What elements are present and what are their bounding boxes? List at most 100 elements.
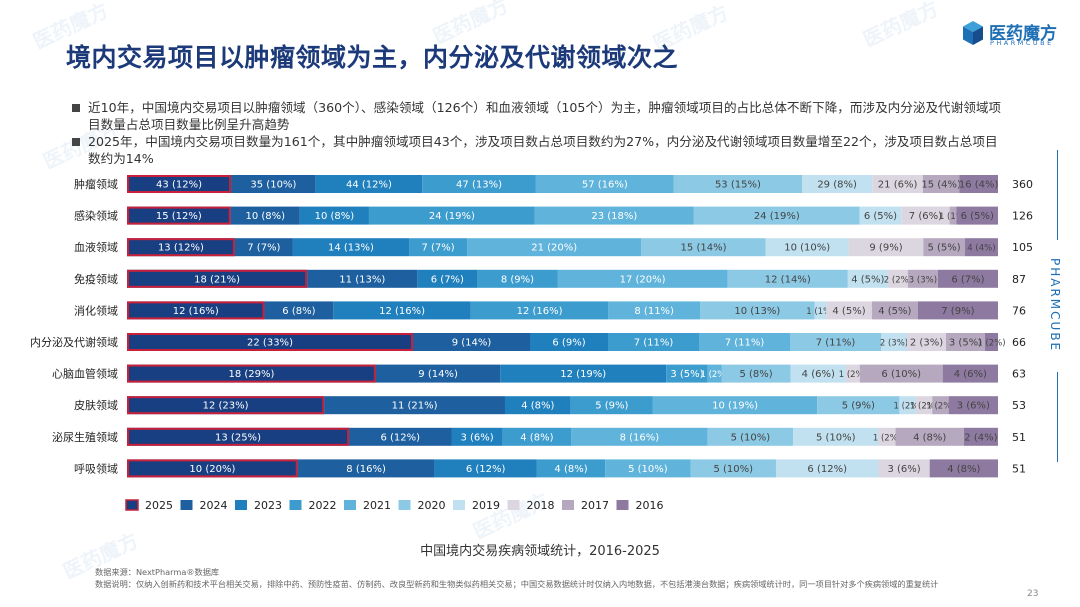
category-label: 肿瘤领域 [74,177,118,191]
data-label: 7 (11%) [725,338,765,349]
bar-segment-2023 [500,364,667,383]
data-label: 7 (7%) [247,243,280,254]
bar-segment-2021 [608,301,701,320]
square-bullet-icon [72,138,80,146]
bar-segment-2021 [571,427,708,446]
legend-swatch-2016 [616,500,629,510]
data-label: 4 (5%) [832,306,865,317]
brand-subtitle: PHARMCUBE [990,39,1054,47]
data-label: 15 (12%) [156,211,202,222]
category-label: 消化领域 [74,303,118,317]
bar-segment-2025 [127,364,376,383]
bar-segment-2025 [127,396,325,415]
data-label: 6 (7%) [431,274,464,285]
row-total-label: 126 [1012,210,1033,223]
data-label: 4 (6%) [954,369,987,380]
bar-segment-2018 [872,175,923,193]
data-note: 数据说明：仅纳入创新药和技术平台相关交易，排除中药、预防性疫苗、仿制药、改良型新… [95,579,939,589]
legend-label: 2020 [418,499,446,512]
bar-segment-2017 [871,301,918,320]
bullet-item: 2025年，中国境内交易项目数量为161个，其中肿瘤领域项目43个，涉及项目数占… [70,134,1005,167]
data-label: 3 (3%) [909,275,937,285]
bar-segment-2022 [502,427,572,446]
data-label: 4 (8%) [913,432,946,443]
bar-segment-2023 [315,175,423,193]
bar-segment-2021 [652,396,818,415]
row-total-label: 53 [1012,399,1026,412]
data-label: 7 (11%) [816,338,856,349]
legend-swatch-2018 [507,500,520,510]
bar-segment-2020 [707,427,794,446]
data-label: 35 (10%) [250,180,296,191]
data-label: 24 (19%) [754,211,800,222]
legend-label: 2024 [200,499,228,512]
data-label: 8 (16%) [346,464,386,475]
data-label: 21 (20%) [531,243,577,254]
data-label: 3 (6%) [957,401,990,412]
legend-swatch-2025 [125,499,139,511]
data-label: 2 (2%) [884,275,912,285]
data-label: 7 (11%) [634,338,674,349]
bar-segment-2020 [693,206,860,225]
category-label: 免疫领域 [74,272,118,286]
bar-segment-2020 [727,269,848,288]
legend-label: 2019 [472,499,500,512]
bar-segment-2025 [127,427,350,446]
legend-label: 2018 [527,499,555,512]
data-label: 4 (8%) [947,464,980,475]
bar-segment-2016 [948,396,998,415]
row-total-label: 66 [1012,336,1026,349]
bar-segment-2022 [608,333,699,351]
data-label: 2 (3%) [910,338,943,349]
bar-segment-2024 [349,427,452,446]
data-label: 5 (5%) [927,243,960,254]
row-total-label: 87 [1012,273,1026,286]
bar-segment-2018 [915,396,933,415]
data-label: 1 (2%) [839,370,867,380]
bar-segment-2019 [802,175,873,193]
bar-segment-2024 [264,301,334,320]
bar-segment-2023 [299,206,369,225]
bar-segment-2019 [881,333,907,351]
bar-segment-2019 [790,364,846,383]
legend-swatch-2023 [235,500,247,510]
page-number: 23 [1027,589,1039,599]
data-label: 10 (13%) [734,306,780,317]
bar-segment-2019 [814,301,827,320]
data-label: 7 (6%) [909,211,942,222]
data-label: 1 (1%) [939,212,967,222]
bar-segment-2018 [826,301,872,320]
data-label: 5 (10%) [713,464,753,475]
bar-segment-2017 [946,333,985,351]
cube-logo-icon [963,21,983,45]
data-label: 1 (2%) [910,402,938,412]
data-label: 10 (20%) [189,464,235,475]
data-label: 1 (2%) [977,339,1005,349]
side-divider [1057,372,1058,462]
data-label: 12 (19%) [560,369,606,380]
data-label: 15 (14%) [681,243,727,254]
category-label: 心脑血管领域 [52,367,118,381]
row-total-label: 76 [1012,304,1026,317]
side-divider [1057,150,1058,240]
data-label: 3 (5%) [949,338,982,349]
legend-label: 2021 [363,499,391,512]
bar-segment-2022 [470,301,609,320]
bar-segment-2019 [775,459,879,478]
data-label: 4 (8%) [521,401,554,412]
highlight-outline [127,459,298,478]
bar-segment-2020 [721,364,791,383]
bullet-list: 近10年，中国境内交易项目以肿瘤领域（360个）、感染领域（126个）和血液领域… [70,100,1005,168]
data-label: 10 (19%) [712,401,758,412]
data-label: 5 (10%) [628,464,668,475]
bar-segment-2023 [504,396,571,415]
bar-segment-2024 [297,459,435,478]
bar-segment-2022 [368,206,535,225]
bar-segment-2019 [765,238,849,257]
legend-swatch-2021 [344,500,356,510]
bar-segment-2021 [557,269,728,288]
data-label: 12 (16%) [379,306,425,317]
category-label: 感染领域 [74,209,118,223]
bar-segment-2025 [127,459,298,478]
data-label: 43 (12%) [156,180,202,191]
